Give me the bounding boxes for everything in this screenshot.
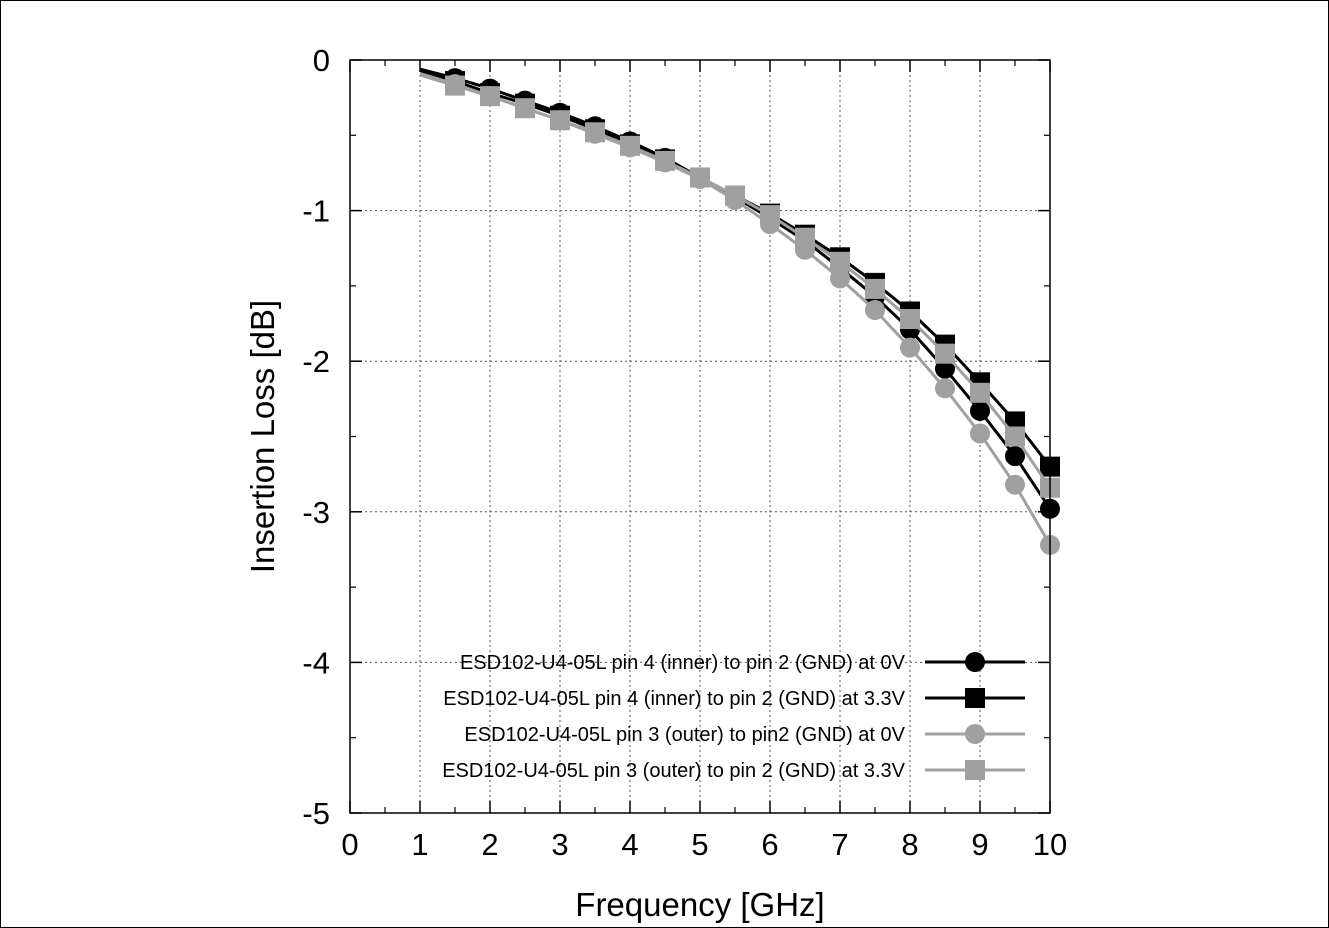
data-point: [830, 268, 850, 289]
y-tick-label: -2: [302, 344, 330, 379]
legend-marker: [965, 652, 985, 672]
data-point: [970, 423, 990, 444]
legend-entry: ESD102-U4-05L pin 3 (outer) to pin2 (GND…: [464, 724, 1025, 746]
data-point: [1005, 426, 1025, 447]
x-tick-label: 9: [971, 827, 988, 862]
legend-label: ESD102-U4-05L pin 3 (outer) to pin 2 (GN…: [442, 760, 905, 782]
x-tick-label: 8: [901, 827, 918, 862]
data-point: [690, 167, 710, 188]
series-line: [419, 69, 1052, 468]
data-point: [1005, 474, 1025, 495]
x-tick-label: 5: [691, 827, 708, 862]
data-point: [1005, 411, 1025, 432]
y-axis-title: Insertion Loss [dB]: [244, 300, 281, 573]
data-point: [725, 185, 745, 206]
data-point: [480, 86, 500, 107]
axis-ticks: [349, 59, 1051, 814]
data-point: [970, 382, 990, 403]
series-line: [419, 73, 1052, 489]
data-point: [900, 337, 920, 358]
legend-entry: ESD102-U4-05L pin 4 (inner) to pin 2 (GN…: [443, 688, 1025, 710]
data-point: [935, 378, 955, 399]
legend: ESD102-U4-05L pin 4 (inner) to pin 2 (GN…: [442, 652, 1025, 782]
legend-entry: ESD102-U4-05L pin 3 (outer) to pin 2 (GN…: [442, 760, 1025, 782]
legend-label: ESD102-U4-05L pin 4 (inner) to pin 2 (GN…: [443, 688, 905, 710]
y-tick-label: 0: [313, 43, 330, 78]
data-point: [970, 400, 990, 421]
data-point: [585, 122, 605, 143]
series-3: [419, 72, 1060, 555]
data-point: [865, 278, 885, 299]
series-layer: [419, 67, 1060, 555]
data-point: [445, 75, 465, 96]
series-line: [419, 67, 1052, 510]
data-point: [760, 205, 780, 226]
legend-marker: [965, 760, 985, 780]
data-point: [550, 110, 570, 131]
data-point: [795, 227, 815, 248]
y-tick-label: -5: [302, 796, 330, 831]
series-1: [419, 67, 1060, 519]
series-2: [419, 69, 1060, 477]
series-line: [419, 72, 1052, 546]
x-tick-label: 7: [831, 827, 848, 862]
y-tick-label: -1: [302, 194, 330, 229]
data-point: [865, 299, 885, 320]
x-tick-label: 10: [1033, 827, 1067, 862]
x-axis-tick-labels: 0 1 2 3 4 5 6 7 8 9 10: [341, 827, 1067, 862]
y-axis-tick-labels: 0 -1 -2 -3 -4 -5: [302, 43, 330, 831]
data-point: [515, 98, 535, 119]
x-tick-label: 6: [761, 827, 778, 862]
x-tick-label: 3: [551, 827, 568, 862]
data-point: [1005, 446, 1025, 467]
y-tick-label: -4: [302, 645, 330, 680]
x-tick-label: 0: [341, 827, 358, 862]
data-point: [935, 358, 955, 379]
series-4: [419, 73, 1060, 498]
x-tick-label: 1: [411, 827, 428, 862]
legend-marker: [965, 724, 985, 744]
legend-label: ESD102-U4-05L pin 4 (inner) to pin 2 (GN…: [460, 652, 906, 674]
data-point: [830, 251, 850, 272]
legend-label: ESD102-U4-05L pin 3 (outer) to pin2 (GND…: [464, 724, 905, 746]
y-tick-label: -3: [302, 495, 330, 530]
data-point: [620, 135, 640, 156]
legend-marker: [965, 688, 985, 708]
data-point: [655, 150, 675, 171]
x-tick-label: 2: [481, 827, 498, 862]
data-point: [935, 343, 955, 364]
x-tick-label: 4: [621, 827, 638, 862]
legend-entry: ESD102-U4-05L pin 4 (inner) to pin 2 (GN…: [460, 652, 1025, 674]
data-point: [900, 309, 920, 330]
x-axis-title: Frequency [GHz]: [575, 886, 824, 923]
